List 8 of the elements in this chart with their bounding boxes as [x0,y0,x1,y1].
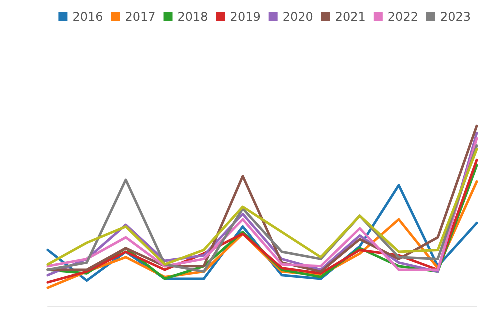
legend-label: 2018 [178,10,208,24]
legend-label: 2017 [125,10,156,24]
legend-label: 2023 [440,10,472,24]
legend-label: 2022 [388,10,418,24]
legend-label: 2021 [335,10,366,24]
legend-label: 2016 [72,10,104,24]
legend-label: 2020 [282,10,314,24]
legend-label: 2019 [230,10,261,24]
